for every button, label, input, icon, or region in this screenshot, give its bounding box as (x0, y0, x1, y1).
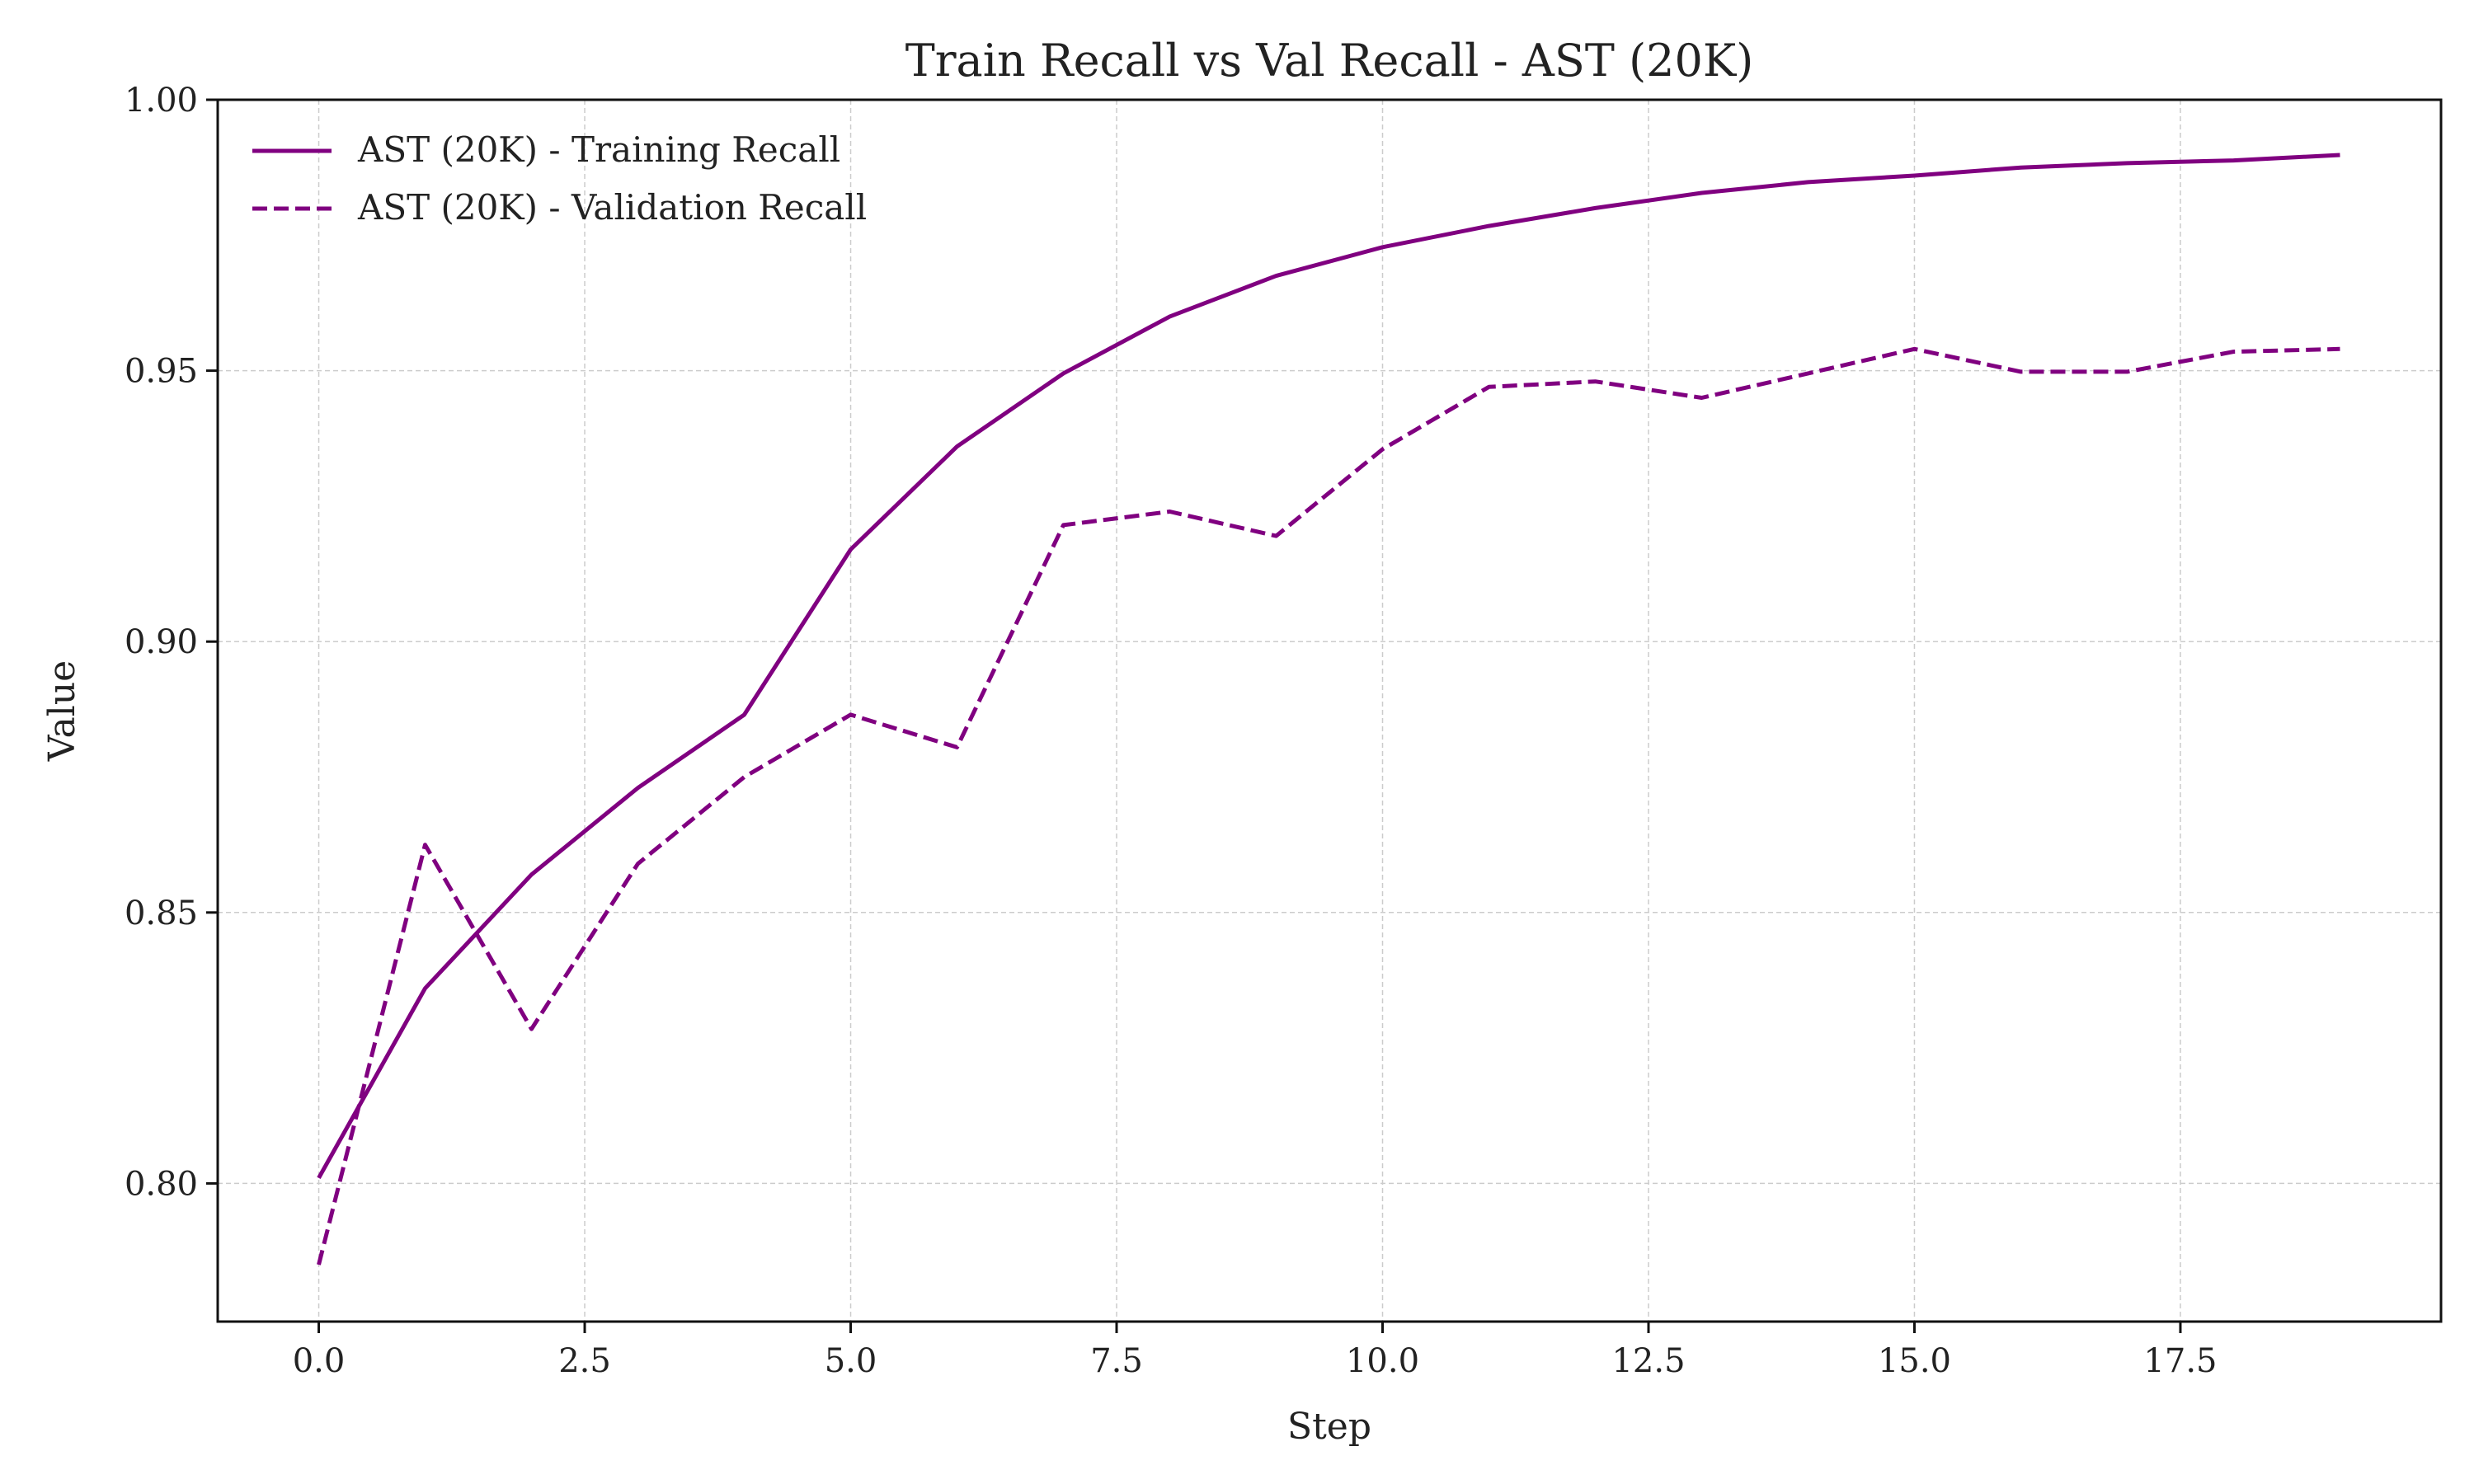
chart-title: Train Recall vs Val Recall - AST (20K) (905, 35, 1754, 87)
x-tick-label: 12.5 (1611, 1342, 1685, 1380)
x-tick-label: 7.5 (1090, 1342, 1143, 1380)
series-line-training-recall (317, 153, 2340, 1180)
x-tick-label: 5.0 (825, 1342, 877, 1380)
x-tick-label: 0.0 (293, 1342, 346, 1380)
x-tick-label: 15.0 (1878, 1342, 1951, 1380)
grid (218, 99, 2441, 1322)
series-line-validation-recall (317, 346, 2340, 1266)
y-tick-label: 0.90 (125, 623, 198, 661)
series-layer (317, 153, 2340, 1266)
y-axis-label: Value (41, 660, 83, 762)
plot-frame (216, 98, 2443, 1323)
y-tick-label: 0.95 (125, 353, 198, 391)
ticks: 0.0 2.5 5.0 7.5 10.0 12.5 15.0 17.5 0.80 0.85 0.90… (125, 82, 2218, 1380)
x-tick-label: 2.5 (558, 1342, 611, 1380)
y-tick-label: 0.80 (125, 1165, 198, 1203)
x-tick-label: 10.0 (1346, 1342, 1419, 1380)
legend: AST (20K) - Training Recall AST (20K) - … (252, 129, 867, 228)
legend-label-validation: AST (20K) - Validation Recall (357, 187, 867, 228)
x-axis-label: Step (1287, 1406, 1371, 1448)
legend-label-training: AST (20K) - Training Recall (357, 129, 840, 170)
y-tick-label: 0.85 (125, 895, 198, 932)
y-tick-label: 1.00 (125, 82, 198, 120)
x-tick-label: 17.5 (2143, 1342, 2217, 1380)
